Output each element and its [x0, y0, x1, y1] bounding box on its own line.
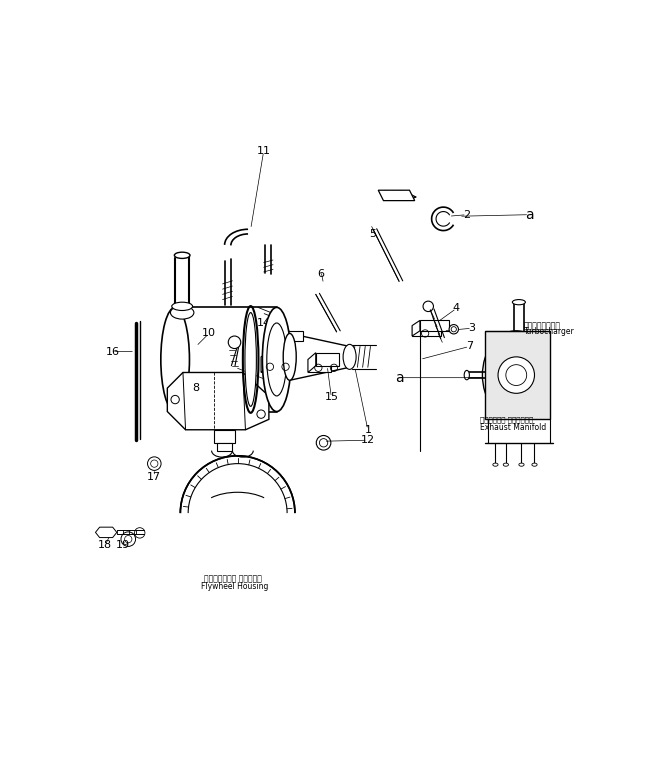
Text: 18: 18: [97, 540, 112, 550]
Ellipse shape: [493, 463, 498, 466]
Text: エキゾースト マニホールド: エキゾースト マニホールド: [480, 416, 533, 423]
Text: FWD: FWD: [384, 190, 407, 200]
Ellipse shape: [171, 306, 194, 319]
Text: a: a: [525, 208, 534, 222]
Ellipse shape: [161, 307, 190, 412]
Text: 7: 7: [466, 342, 473, 351]
Ellipse shape: [172, 302, 193, 310]
Polygon shape: [412, 325, 441, 336]
Circle shape: [228, 336, 241, 349]
Polygon shape: [269, 352, 295, 365]
Ellipse shape: [245, 313, 257, 406]
Text: 4: 4: [453, 303, 460, 314]
Polygon shape: [378, 191, 415, 201]
Ellipse shape: [449, 325, 458, 334]
Text: ターボチャージャ: ターボチャージャ: [524, 321, 561, 330]
Text: 13: 13: [269, 390, 284, 399]
Polygon shape: [316, 353, 339, 365]
Ellipse shape: [283, 333, 296, 380]
Circle shape: [498, 357, 534, 394]
Text: 17: 17: [147, 472, 161, 481]
Ellipse shape: [262, 307, 291, 412]
Ellipse shape: [267, 323, 286, 396]
Polygon shape: [485, 331, 550, 419]
Text: 6: 6: [317, 269, 325, 278]
Text: 5: 5: [370, 230, 376, 239]
Ellipse shape: [228, 339, 241, 345]
Text: 10: 10: [202, 328, 216, 339]
Polygon shape: [412, 321, 420, 336]
Text: 15: 15: [325, 393, 339, 402]
Ellipse shape: [464, 370, 469, 379]
Text: 11: 11: [257, 146, 271, 156]
Polygon shape: [284, 331, 302, 341]
Polygon shape: [261, 357, 287, 372]
Text: Flywheel Housing: Flywheel Housing: [201, 582, 269, 590]
Polygon shape: [308, 360, 331, 372]
Text: 14: 14: [257, 318, 271, 328]
Text: 9: 9: [271, 378, 278, 388]
Polygon shape: [167, 372, 269, 430]
Ellipse shape: [343, 344, 356, 369]
Text: Turbocharger: Turbocharger: [524, 328, 575, 336]
Ellipse shape: [532, 463, 537, 466]
Polygon shape: [214, 430, 235, 443]
Polygon shape: [217, 443, 233, 451]
Polygon shape: [420, 321, 449, 331]
Polygon shape: [261, 352, 269, 372]
Text: フライホイール ハウジング: フライホイール ハウジング: [204, 575, 261, 584]
Ellipse shape: [512, 299, 526, 305]
Text: 2: 2: [463, 209, 470, 220]
Text: 8: 8: [192, 383, 200, 393]
Text: 12: 12: [361, 435, 375, 445]
Text: 3: 3: [468, 323, 476, 333]
Text: a: a: [394, 371, 403, 385]
Ellipse shape: [519, 463, 524, 466]
Text: 1: 1: [364, 425, 372, 435]
Text: 19: 19: [116, 540, 130, 550]
Ellipse shape: [174, 252, 190, 259]
Ellipse shape: [503, 463, 509, 466]
Polygon shape: [308, 353, 316, 372]
Text: Exhaust Manifold: Exhaust Manifold: [480, 423, 546, 432]
Polygon shape: [95, 527, 117, 538]
Text: 16: 16: [106, 347, 120, 357]
